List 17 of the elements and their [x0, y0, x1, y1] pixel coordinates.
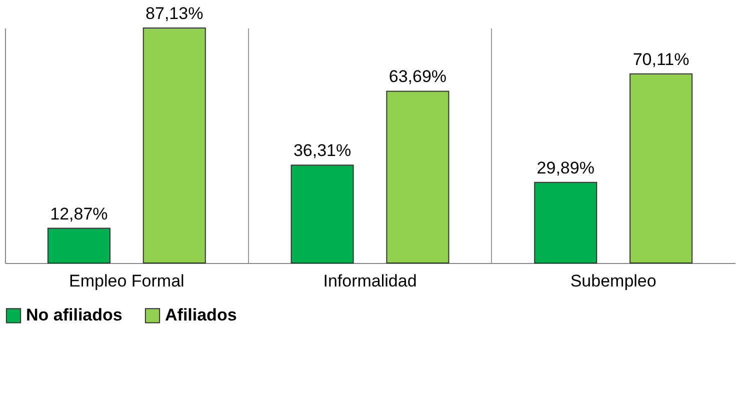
bar [47, 228, 110, 264]
data-label: 12,87% [50, 204, 108, 224]
bar [290, 164, 354, 264]
x-tick-label: Informalidad [323, 272, 417, 290]
data-label: 29,89% [536, 158, 594, 178]
legend-label: Afiliados [165, 306, 237, 325]
legend-label: No afiliados [26, 306, 122, 325]
data-label: 63,69% [388, 67, 447, 86]
bar [534, 182, 598, 264]
bar [386, 90, 450, 264]
bar [142, 28, 206, 264]
data-label: 87,13% [146, 4, 204, 23]
x-tick-label: Empleo Formal [69, 272, 184, 290]
bar [630, 73, 693, 264]
x-tick-label: Subempleo [570, 272, 656, 290]
data-label: 70,11% [632, 50, 690, 69]
data-label: 36,31% [293, 141, 352, 160]
